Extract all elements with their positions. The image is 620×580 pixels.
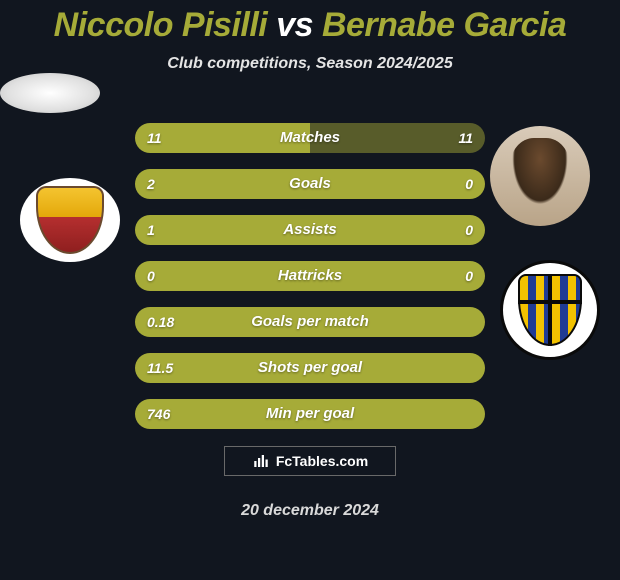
stat-row: 00Hattricks: [135, 261, 485, 291]
stat-label: Goals per match: [135, 307, 485, 337]
stat-label: Min per goal: [135, 399, 485, 429]
stat-row: 0.18Goals per match: [135, 307, 485, 337]
date: 20 december 2024: [0, 502, 620, 520]
stat-row: 10Assists: [135, 215, 485, 245]
stat-row: 1111Matches: [135, 123, 485, 153]
stat-label: Hattricks: [135, 261, 485, 291]
player-left-avatar: [0, 73, 100, 113]
stat-row: 20Goals: [135, 169, 485, 199]
comparison-title: Niccolo Pisilli vs Bernabe Garcia: [0, 0, 620, 45]
watermark-text: FcTables.com: [276, 453, 368, 469]
stat-row: 11.5Shots per goal: [135, 353, 485, 383]
stat-label: Matches: [135, 123, 485, 153]
chart-icon: [252, 452, 270, 470]
player-right-name: Bernabe Garcia: [322, 6, 566, 44]
stat-label: Assists: [135, 215, 485, 245]
stats-area: 1111Matches 20Goals 10Assists 00Hattricks 0.…: [0, 123, 620, 445]
watermark[interactable]: FcTables.com: [224, 446, 396, 476]
stat-label: Goals: [135, 169, 485, 199]
player-left-name: Niccolo Pisilli: [54, 6, 268, 44]
stat-label: Shots per goal: [135, 353, 485, 383]
stat-row: 746Min per goal: [135, 399, 485, 429]
subtitle: Club competitions, Season 2024/2025: [0, 55, 620, 73]
